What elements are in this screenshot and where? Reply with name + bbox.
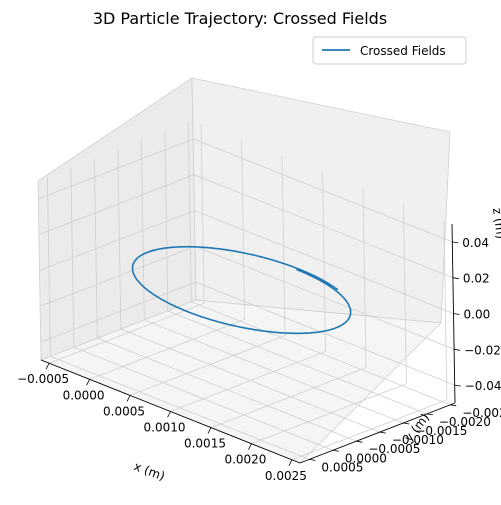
z-axis-label: z (m) <box>490 207 501 240</box>
z-tick <box>452 242 458 243</box>
z-tick <box>454 314 460 315</box>
x-tick <box>208 428 211 434</box>
z-tick-label: 0.04 <box>462 236 489 250</box>
x-tick <box>289 460 292 466</box>
y-tick <box>356 441 362 442</box>
z-tick-label: 0.02 <box>463 272 490 286</box>
z-tick-label: −0.04 <box>465 379 501 393</box>
y-tick <box>333 450 339 451</box>
legend: Crossed Fields <box>313 37 466 64</box>
x-tick-label: 0.0020 <box>224 453 266 467</box>
x-tick-label: 0.0005 <box>103 404 145 418</box>
back-pane-right <box>192 78 450 323</box>
x-tick-label: −0.0005 <box>17 372 69 386</box>
z-tick <box>453 278 459 279</box>
x-tick-label: 0.0000 <box>63 388 105 402</box>
y-tick <box>403 423 409 424</box>
x-tick-label: 0.0015 <box>184 437 226 451</box>
z-tick-label: −0.02 <box>464 343 501 357</box>
chart-title: 3D Particle Trajectory: Crossed Fields <box>93 9 387 28</box>
x-axis-label: x (m) <box>132 459 167 483</box>
x-tick <box>168 412 171 418</box>
z-tick-label: 0.00 <box>464 308 491 322</box>
y-tick <box>427 414 433 415</box>
z-tick <box>454 349 460 350</box>
x-tick <box>87 379 90 385</box>
x-tick-label: 0.0025 <box>265 469 307 483</box>
y-tick <box>309 459 315 460</box>
x-tick <box>46 363 49 369</box>
y-tick <box>380 432 386 433</box>
y-tick <box>450 405 456 406</box>
x-tick <box>248 444 251 450</box>
z-tick <box>455 385 461 386</box>
y-tick-label: −0.0025 <box>462 406 501 420</box>
x-tick <box>127 395 130 401</box>
x-tick-label: 0.0010 <box>144 421 186 435</box>
legend-label: Crossed Fields <box>360 44 446 58</box>
